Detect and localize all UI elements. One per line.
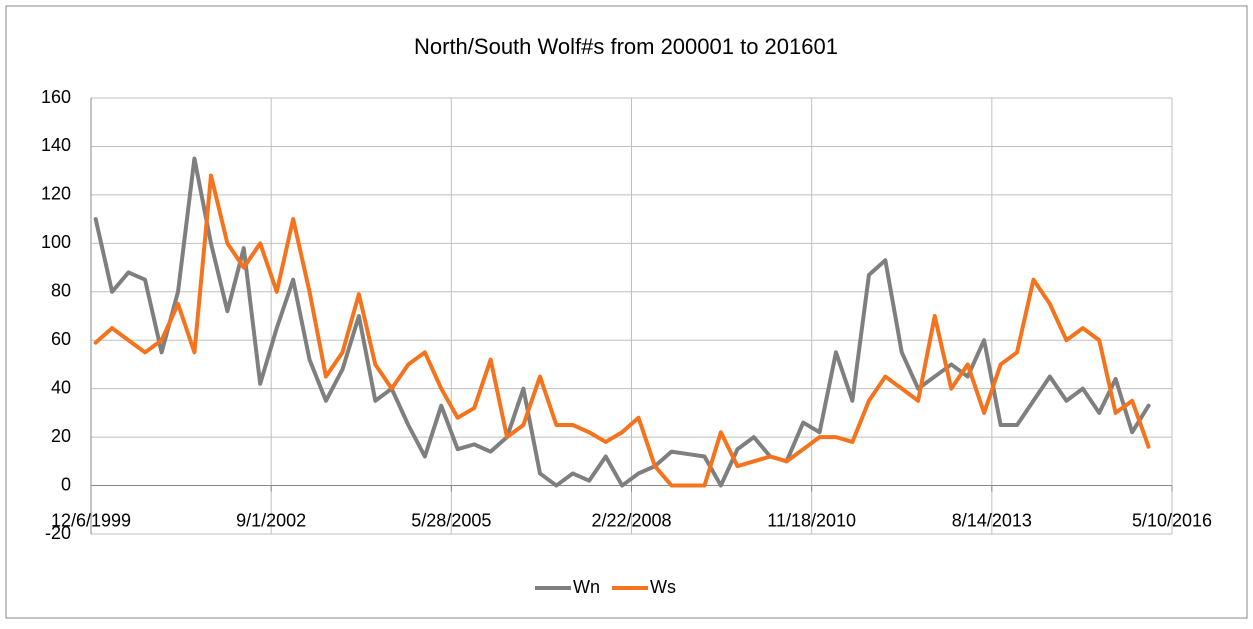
series-line — [93, 156, 1151, 488]
x-tick-label: 11/18/2010 — [767, 510, 856, 530]
y-tick-label: 0 — [61, 474, 71, 494]
x-tick-label: 2/22/2008 — [591, 510, 671, 530]
y-tick-label: 80 — [51, 281, 71, 301]
y-tick-label: 20 — [51, 426, 71, 446]
legend-label: Ws — [650, 577, 676, 597]
y-tick-label: 120 — [41, 184, 71, 204]
x-tick-label: 5/10/2016 — [1132, 510, 1212, 530]
series-line — [93, 173, 1151, 488]
y-tick-label: 60 — [51, 329, 71, 349]
y-tick-label: -20 — [45, 523, 71, 543]
y-tick-label: 160 — [41, 87, 71, 107]
x-tick-label: 9/1/2002 — [236, 510, 306, 530]
y-tick-label: 100 — [41, 232, 71, 252]
chart-title: North/South Wolf#s from 200001 to 201601 — [414, 34, 838, 59]
x-tick-label: 5/28/2005 — [411, 510, 491, 530]
y-tick-label: 140 — [41, 135, 71, 155]
chart-border — [5, 5, 1248, 619]
y-tick-label: 40 — [51, 377, 71, 397]
legend-label: Wn — [573, 577, 600, 597]
x-tick-label: 8/14/2013 — [952, 510, 1032, 530]
